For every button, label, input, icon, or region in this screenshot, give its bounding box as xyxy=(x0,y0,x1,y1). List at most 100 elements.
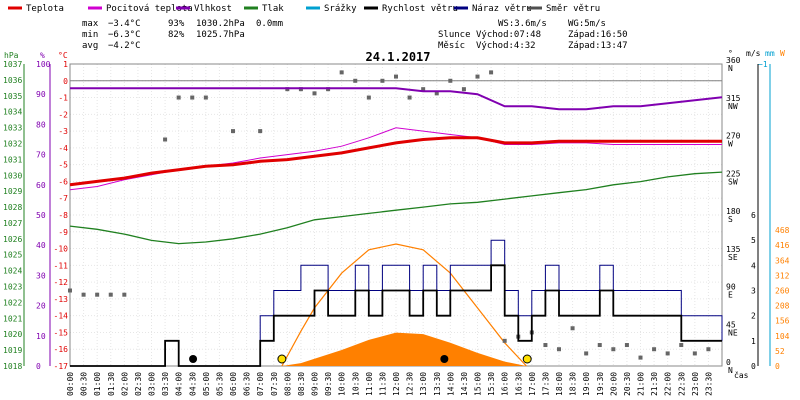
time-tick-label: 14:00 xyxy=(446,372,455,396)
humidity-tick-label: 60 xyxy=(36,181,46,190)
wind-direction-point xyxy=(570,326,575,331)
time-tick-label: 18:00 xyxy=(555,372,564,396)
solar-tick-label: 364 xyxy=(775,256,790,265)
wind-direction-point xyxy=(665,351,670,356)
hpa-tick-label: 1022 xyxy=(3,298,22,307)
time-tick-label: 05:00 xyxy=(202,372,211,396)
humidity-tick-label: 50 xyxy=(36,211,46,220)
wind-top-label: −1 xyxy=(758,60,768,69)
wind-speed-line xyxy=(70,264,722,367)
wind-direction-point xyxy=(380,78,385,83)
wind-direction-point xyxy=(502,338,507,343)
wind-direction-point xyxy=(489,70,494,75)
time-tick-label: 03:00 xyxy=(148,372,157,396)
legend-label: Vlhkost xyxy=(194,4,232,14)
hpa-tick-label: 1031 xyxy=(3,155,22,164)
wind-direction-point xyxy=(543,343,548,348)
time-tick-label: 03:30 xyxy=(161,372,170,396)
legend-label: Pocitová teplota xyxy=(106,4,193,14)
wind-tick-label: 6 xyxy=(751,211,756,220)
solar-tick-label: 260 xyxy=(775,287,790,296)
time-tick-label: 02:00 xyxy=(120,372,129,396)
time-tick-label: 16:00 xyxy=(501,372,510,396)
stat-max-press: 1030.2hPa xyxy=(196,19,245,29)
wind-direction-point xyxy=(652,347,657,352)
temperature-tick-label: 1 xyxy=(63,60,68,69)
stat-moon-set: Západ:13:47 xyxy=(568,41,628,51)
hpa-tick-label: 1034 xyxy=(3,108,22,117)
hpa-tick-label: 1036 xyxy=(3,76,22,85)
wind-direction-point xyxy=(394,74,398,79)
legend-label: Srážky xyxy=(324,4,357,14)
hpa-tick-label: 1027 xyxy=(3,219,22,228)
humidity-tick-label: 90 xyxy=(36,90,46,99)
chart-title: 24.1.2017 xyxy=(365,50,430,64)
time-tick-label: 08:00 xyxy=(283,372,292,396)
temperature-tick-label: -3 xyxy=(58,127,68,136)
wind-tick-label: 5 xyxy=(751,236,756,245)
direction-tick-label: SE xyxy=(728,253,738,262)
wind-direction-point xyxy=(203,95,208,100)
wind-direction-point xyxy=(475,74,480,79)
direction-tick-value: 225 xyxy=(726,169,741,178)
moon-event-marker xyxy=(189,355,198,363)
stat-sun-set: Západ:16:50 xyxy=(568,30,628,40)
rain-axis-unit: mm xyxy=(765,49,775,58)
wind-direction-point xyxy=(624,343,629,348)
hpa-tick-label: 1025 xyxy=(3,251,22,260)
temperature-tick-label: -13 xyxy=(54,295,69,304)
direction-tick-value: 315 xyxy=(726,94,741,103)
direction-tick-label: S xyxy=(728,215,733,224)
humidity-line xyxy=(70,87,723,111)
time-tick-label: 23:00 xyxy=(691,372,700,396)
wind-tick-label: 3 xyxy=(751,287,756,296)
time-tick-label: 09:00 xyxy=(311,372,320,396)
wind-direction-point xyxy=(108,292,113,297)
time-tick-label: 12:00 xyxy=(392,372,401,396)
wind-axis-unit: m/s xyxy=(746,49,761,58)
wind-direction-point xyxy=(95,292,100,297)
hpa-tick-label: 1030 xyxy=(3,171,22,180)
temperature-tick-label: -11 xyxy=(54,261,69,270)
stat-max-rain: 0.0mm xyxy=(256,19,283,29)
wind-direction-point xyxy=(692,351,697,356)
time-tick-label: 15:00 xyxy=(474,372,483,396)
time-tick-label: 07:00 xyxy=(256,372,265,396)
humidity-tick-label: 0 xyxy=(36,362,41,371)
wind-direction-point xyxy=(366,95,371,100)
time-tick-label: 04:00 xyxy=(175,372,184,396)
temperature-tick-label: -4 xyxy=(58,144,68,153)
time-tick-label: 13:30 xyxy=(433,372,442,396)
temperature-tick-label: -9 xyxy=(58,228,68,237)
humidity-tick-label: 40 xyxy=(36,241,46,250)
wind-direction-point xyxy=(353,78,358,83)
hpa-tick-label: 1035 xyxy=(3,92,22,101)
wind-tick-label: 4 xyxy=(751,261,756,270)
direction-tick-label: N xyxy=(728,64,733,73)
temperature-tick-label: -8 xyxy=(58,211,68,220)
time-tick-label: 19:30 xyxy=(596,372,605,396)
wind-direction-point xyxy=(679,343,684,348)
solar-axis-unit: W xyxy=(780,49,785,58)
direction-tick-value: 360 xyxy=(726,56,741,65)
humidity-tick-label: 20 xyxy=(36,302,46,311)
solar-tick-label: 468 xyxy=(775,226,790,235)
hpa-tick-label: 1028 xyxy=(3,203,22,212)
stat-sun-rise: Východ:07:48 xyxy=(476,30,541,40)
wind-tick-label: 1 xyxy=(751,337,756,346)
wind-direction-point xyxy=(638,355,643,360)
wind-direction-point xyxy=(706,347,711,352)
stat-moon-label: Měsíc xyxy=(438,41,465,51)
temperature-tick-label: -17 xyxy=(54,362,69,371)
legend: Teplota Pocitová teplota Vlhkost Tlak Srážky… xyxy=(8,4,600,14)
direction-tick-label: NE xyxy=(728,328,738,337)
pressure-line xyxy=(69,171,723,245)
stat-moon-rise: Východ:4:32 xyxy=(476,41,536,51)
stat-min-press: 1025.7hPa xyxy=(196,30,245,40)
plot-area xyxy=(68,70,723,367)
stat-avg-label: avg xyxy=(82,41,98,51)
stats-panel: max −3.4°C 93% 1030.2hPa 0.0mm min −6.3°C 82% 10… xyxy=(82,19,628,51)
temperature-line xyxy=(69,136,722,187)
stat-wg: WG:5m/s xyxy=(568,19,606,29)
wind-direction-point xyxy=(81,292,86,297)
